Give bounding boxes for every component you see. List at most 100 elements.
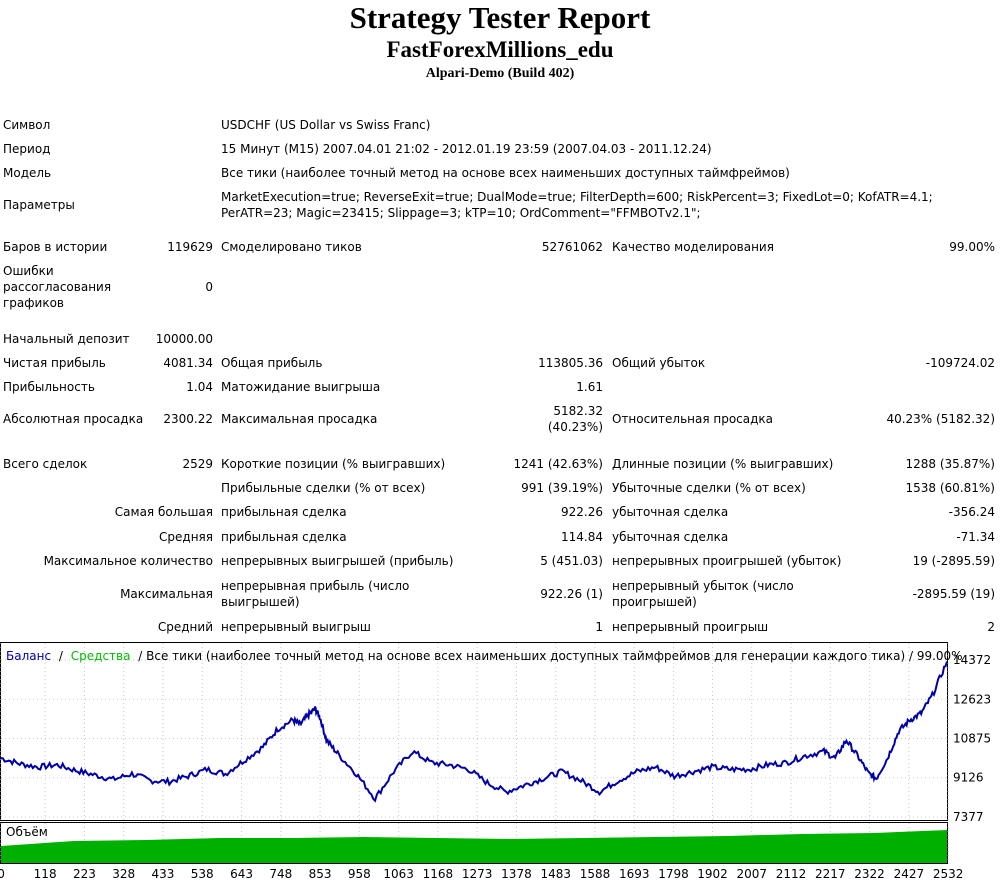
x-tick-label: 1063 [383, 867, 414, 881]
x-tick-label: 2532 [933, 867, 964, 881]
x-tick-label: 1273 [462, 867, 493, 881]
max-drawdown-percent: (40.23%) [547, 420, 603, 434]
average-consecutive-losses-value: 2 [987, 620, 995, 634]
volume-area [1, 830, 947, 863]
loss-trades-label: Убыточные сделки (% от всех) [612, 481, 806, 495]
profit-trades-value: 991 (39.19%) [521, 481, 603, 495]
x-tick-label: 853 [309, 867, 332, 881]
average-loss-label: убыточная сделка [612, 530, 729, 544]
largest-win-label: прибыльная сделка [221, 505, 347, 519]
short-positions-value: 1241 (42.63%) [513, 457, 603, 471]
maximal-label: Максимальная [120, 587, 213, 601]
largest-loss-label: убыточная сделка [612, 505, 729, 519]
average-consecutive-wins-value: 1 [595, 620, 603, 634]
legend-sep: / [59, 649, 64, 663]
absolute-drawdown-label: Абсолютная просадка [3, 412, 144, 426]
x-tick-label: 643 [230, 867, 253, 881]
average-win-label: прибыльная сделка [221, 530, 347, 544]
expected-payoff-label: Матожидание выигрыша [221, 380, 381, 394]
max-consecutive-wins-label: непрерывных выигрышей (прибыль) [221, 554, 454, 568]
x-tick-label: 1168 [423, 867, 454, 881]
max-drawdown-label: Максимальная просадка [221, 412, 378, 426]
y-tick-label: 9126 [953, 771, 984, 785]
balance-chart: 14372 12623 10875 9126 7377 0 118 223 328 433 538… [0, 642, 991, 881]
chart-grid [0, 643, 949, 863]
x-tick-label: 2007 [736, 867, 767, 881]
model-value: Все тики (наиболее точный метод на основ… [221, 166, 790, 180]
average-consecutive-label: Средний [157, 620, 213, 634]
y-axis-ticks: 14372 12623 10875 9126 7377 [953, 653, 991, 824]
x-tick-label: 748 [269, 867, 292, 881]
legend-equity: Средства [71, 649, 131, 663]
max-consecutive-profit-label: непрерывная прибыль (число выигрышей) [221, 579, 410, 609]
x-tick-label: 2217 [815, 867, 846, 881]
bars-label: Баров в истории [3, 240, 108, 254]
largest-label: Самая большая [114, 505, 213, 519]
deposit-value: 10000.00 [155, 332, 213, 346]
gross-loss-value: -109724.02 [925, 356, 995, 370]
max-consecutive-losses-value: 19 (-2895.59) [912, 554, 995, 568]
x-tick-label: 1693 [619, 867, 650, 881]
largest-loss-value: -356.24 [948, 505, 995, 519]
balance-series [0, 661, 948, 803]
quality-value: 99.00% [949, 240, 995, 254]
errors-label: Ошибки рассогласования графиков [3, 264, 112, 310]
max-consecutive-profit-value: 922.26 (1) [540, 587, 603, 601]
x-tick-label: 538 [191, 867, 214, 881]
total-trades-value: 2529 [182, 457, 213, 471]
x-tick-label: 2322 [854, 867, 885, 881]
errors-value: 0 [205, 280, 213, 294]
bars-value: 119629 [167, 240, 213, 254]
balance-line [0, 661, 948, 803]
average-label: Средняя [159, 530, 213, 544]
deposit-label: Начальный депозит [3, 332, 130, 346]
main-plot-frame [0, 642, 948, 821]
legend-description: / Все тики (наиболее точный метод на осн… [138, 649, 962, 663]
max-drawdown-value: 5182.32 [553, 404, 603, 418]
chart-legend: Баланс / Средства / Все тики (наиболее т… [6, 649, 963, 663]
average-win-value: 114.84 [561, 530, 603, 544]
params-label: Параметры [3, 198, 75, 212]
volume-label: Объём [6, 825, 48, 839]
y-tick-label: 7377 [953, 810, 984, 824]
quality-label: Качество моделирования [612, 240, 774, 254]
x-tick-label: 1902 [697, 867, 728, 881]
y-tick-label: 12623 [953, 692, 991, 706]
x-axis-ticks: 0 118 223 328 433 538 643 748 853 958 1063 1168 1273… [0, 867, 963, 881]
profit-factor-label: Прибыльность [3, 380, 95, 394]
absolute-drawdown-value: 2300.22 [163, 412, 213, 426]
gross-profit-label: Общая прибыль [221, 356, 323, 370]
short-positions-label: Короткие позиции (% выигравших) [221, 457, 446, 471]
x-tick-label: 223 [73, 867, 96, 881]
average-consecutive-losses-label: непрерывный проигрыш [612, 620, 769, 634]
x-tick-label: 2112 [776, 867, 807, 881]
period-value: 15 Минут (M15) 2007.04.01 21:02 - 2012.0… [221, 142, 712, 156]
server-build: Alpari-Demo (Build 402) [425, 66, 575, 81]
net-profit-value: 4081.34 [163, 356, 213, 370]
max-consecutive-losses-label: непрерывных проигрышей (убыток) [612, 554, 842, 568]
relative-drawdown-label: Относительная просадка [612, 412, 774, 426]
average-loss-value: -71.34 [956, 530, 995, 544]
model-label: Модель [3, 166, 52, 180]
params-line-2: PerATR=23; Magic=23415; Slippage=3; kTP=… [221, 206, 701, 220]
average-consecutive-wins-label: непрерывный выигрыш [221, 620, 371, 634]
params-line-1: MarketExecution=true; ReverseExit=true; … [221, 190, 933, 204]
x-tick-label: 328 [112, 867, 135, 881]
report-title: Strategy Tester Report [349, 0, 651, 35]
x-tick-label: 433 [152, 867, 175, 881]
expert-name: FastForexMillions_edu [386, 37, 614, 62]
x-tick-label: 1483 [540, 867, 571, 881]
long-positions-value: 1288 (35.87%) [905, 457, 995, 471]
max-consecutive-loss-label: непрерывный убыток (число проигрышей) [612, 579, 794, 609]
expected-payoff-value: 1.61 [576, 380, 603, 394]
max-count-label: Максимальное количество [43, 554, 213, 568]
profit-trades-label: Прибыльные сделки (% от всех) [221, 481, 426, 495]
x-tick-label: 1798 [658, 867, 689, 881]
x-tick-label: 958 [348, 867, 371, 881]
ticks-label: Смоделировано тиков [221, 240, 362, 254]
y-tick-label: 14372 [953, 653, 991, 667]
x-tick-label: 1378 [501, 867, 532, 881]
relative-drawdown-value: 40.23% (5182.32) [886, 412, 995, 426]
profit-factor-value: 1.04 [186, 380, 213, 394]
x-tick-label: 2427 [894, 867, 925, 881]
